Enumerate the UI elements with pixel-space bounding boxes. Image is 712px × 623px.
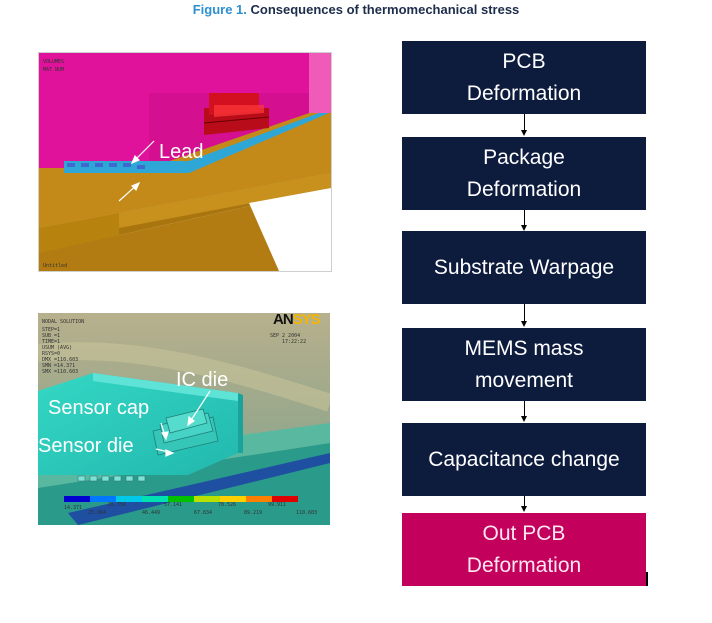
sensor-cap-label: Sensor cap [48,397,150,419]
step-out-pcb-deformation: Out PCB Deformation [402,513,646,586]
svg-text:NODAL SOLUTION: NODAL SOLUTION [42,319,84,325]
svg-text:SEP 2 2004: SEP 2 2004 [270,333,300,339]
svg-text:Untitled: Untitled [43,263,67,269]
box-edge-mark [646,572,648,586]
svg-text:17:22:22: 17:22:22 [282,339,306,345]
svg-text:USUM (AVG): USUM (AVG) [42,345,72,351]
figure-title: Consequences of thermomechanical stress [250,2,520,17]
ansys-logo: ANSYS [273,313,321,328]
bottom-simulation-image: NODAL SOLUTION STEP=1 SUB =1 TIME=1 USUM… [38,313,330,525]
contour-color-bar: 14.371 35.756 57.141 78.526 99.911 25.06… [64,496,317,516]
arrow-down-icon [521,114,527,136]
stress-contour-render: NODAL SOLUTION STEP=1 SUB =1 TIME=1 USUM… [38,313,330,525]
figure-number: Figure 1. [192,2,247,17]
svg-text:VOLUMES: VOLUMES [43,59,64,65]
svg-text:SMX =110.603: SMX =110.603 [42,369,78,375]
callout-arrow-icon [118,140,155,202]
svg-text:25.064: 25.064 [88,510,106,516]
package-deformation-render: VOLUMES MAT NUM Untitled [39,53,331,271]
svg-text:89.219: 89.219 [244,510,262,516]
ic-die-label: IC die [176,369,229,391]
svg-text:SUB =1: SUB =1 [42,333,60,339]
svg-text:DMX =110.603: DMX =110.603 [42,357,78,363]
callout-arrow-icon [155,390,211,457]
svg-text:TIME=1: TIME=1 [42,339,60,345]
svg-text:STEP=1: STEP=1 [42,327,60,333]
svg-text:78.526: 78.526 [218,502,236,508]
svg-text:RSYS=0: RSYS=0 [42,351,60,357]
arrow-down-icon [521,304,527,327]
svg-text:46.449: 46.449 [142,510,160,516]
arrow-down-icon [521,496,527,512]
step-package-deformation: Package Deformation [402,137,646,210]
svg-text:99.911: 99.911 [268,502,286,508]
svg-text:MAT NUM: MAT NUM [43,67,64,73]
svg-text:57.141: 57.141 [164,502,182,508]
step-mems-mass-movement: MEMS mass movement [402,328,646,401]
svg-text:67.834: 67.834 [194,510,212,516]
step-pcb-deformation: PCB Deformation [402,41,646,114]
svg-text:SMN =14.371: SMN =14.371 [42,363,75,369]
figure-caption: Figure 1. Consequences of thermomechanic… [0,2,712,17]
top-simulation-image: VOLUMES MAT NUM Untitled Lead [38,52,332,272]
svg-text:35.756: 35.756 [108,502,126,508]
step-capacitance-change: Capacitance change [402,423,646,496]
arrow-down-icon [521,210,527,231]
svg-text:14.371: 14.371 [64,505,82,511]
arrow-down-icon [521,401,527,422]
svg-text:110.603: 110.603 [296,510,317,516]
lead-label: Lead [159,141,204,163]
sensor-die-label: Sensor die [38,435,134,457]
step-substrate-warpage: Substrate Warpage [402,231,646,304]
